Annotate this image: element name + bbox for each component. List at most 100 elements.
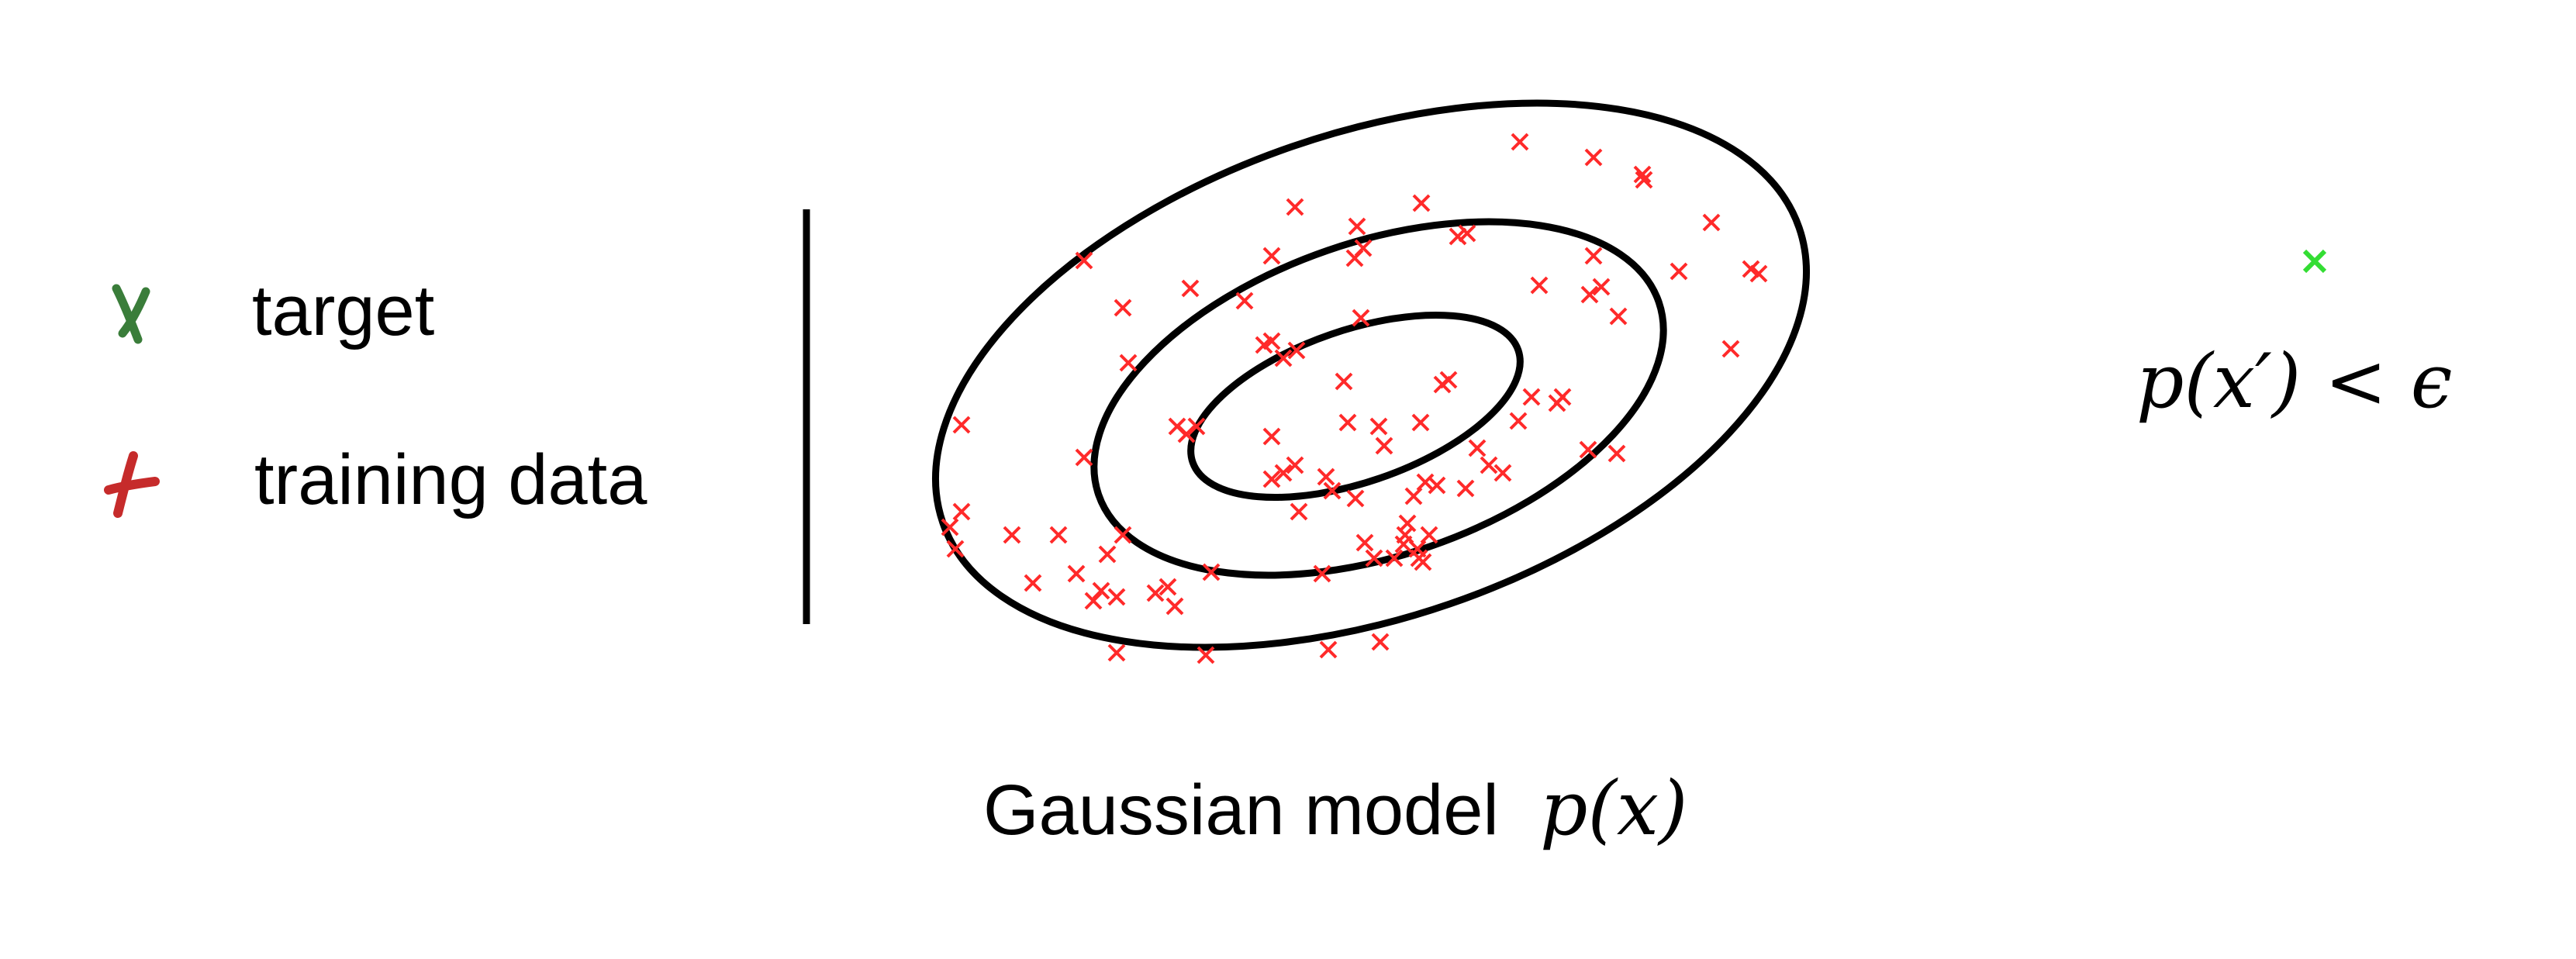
training-data-point: [1235, 291, 1254, 310]
training-data-point: [1075, 251, 1093, 270]
target-point: [2302, 249, 2327, 274]
caption: Gaussian model p(x): [983, 765, 1688, 852]
training-data-point: [1286, 198, 1304, 216]
training-data-point: [1338, 413, 1357, 432]
training-data-point: [1580, 285, 1599, 304]
training-data-point: [1456, 479, 1475, 498]
training-data-point: [1313, 564, 1331, 583]
training-data-point: [1493, 464, 1512, 482]
training-data-point: [1290, 502, 1308, 521]
training-data-point: [1114, 526, 1132, 544]
training-data-point: [1635, 171, 1653, 189]
training-data-point: [1346, 489, 1365, 508]
training-data-point: [1548, 394, 1566, 412]
training-data-point: [1355, 533, 1374, 552]
legend: target training data: [104, 271, 647, 519]
training-data-point: [1433, 375, 1452, 394]
caption-text: Gaussian model: [983, 771, 1499, 850]
training-data-point: [1385, 549, 1404, 567]
green-hand-x-icon: [112, 284, 150, 344]
training-data-point: [1371, 633, 1390, 651]
training-data-point: [1262, 427, 1281, 446]
training-data-point: [1119, 354, 1138, 372]
training-data-point: [1274, 464, 1293, 482]
training-data-point: [1323, 481, 1342, 500]
training-data-point: [946, 540, 965, 558]
training-data-point: [1049, 526, 1068, 544]
training-data-point: [1202, 563, 1221, 581]
training-data-point: [1480, 456, 1498, 474]
caption-math: p(x): [1540, 765, 1688, 852]
training-data-point: [1412, 194, 1431, 212]
training-data-point: [1187, 417, 1206, 436]
training-data-point: [1319, 640, 1338, 659]
training-data-point: [1177, 425, 1196, 443]
training-data-point: [1092, 581, 1110, 600]
training-data-point: [1024, 574, 1042, 592]
training-data-point: [1428, 476, 1446, 495]
training-data-point: [1394, 535, 1413, 554]
training-data-point: [1522, 388, 1541, 406]
target-condition: p(x′) < ϵ: [2136, 338, 2453, 425]
training-data-point: [941, 518, 959, 536]
training-data-point: [1181, 279, 1200, 298]
training-data-point: [1084, 592, 1103, 610]
training-data-point: [1262, 470, 1281, 488]
training-data-point: [1530, 276, 1549, 295]
training-data-point: [1067, 564, 1086, 583]
red-hand-x-icon: [104, 451, 160, 518]
training-data-point: [1420, 526, 1438, 544]
target-marker: [2302, 249, 2327, 274]
training-data-point: [1146, 584, 1165, 602]
training-data-point: [1375, 436, 1393, 455]
training-data-point: [1114, 298, 1132, 317]
training-data-point: [1458, 224, 1476, 243]
training-data-point: [1107, 643, 1126, 662]
training-data-point: [1702, 213, 1721, 232]
contour-middle: [1090, 218, 1667, 579]
training-data-point: [1287, 341, 1306, 360]
training-data-point: [1592, 278, 1611, 296]
training-data-point: [1404, 487, 1423, 505]
training-data-point: [1468, 439, 1487, 457]
training-data-point: [1749, 264, 1768, 283]
training-data-point: [1274, 349, 1293, 367]
training-data-point: [1003, 526, 1021, 544]
training-data-point: [1365, 549, 1383, 567]
training-data-point: [1196, 646, 1215, 664]
training-data-point: [1511, 133, 1529, 151]
training-data-point: [1165, 597, 1184, 616]
training-data-point: [1098, 545, 1117, 564]
training-data-point: [1579, 440, 1597, 459]
training-data-point: [1398, 514, 1417, 533]
training-data-point: [1607, 444, 1626, 463]
legend-item-target: target: [112, 271, 434, 350]
training-data-point: [1509, 412, 1528, 430]
legend-label-training-data: training data: [254, 440, 647, 519]
training-data-point: [1107, 588, 1126, 606]
training-data-point: [1335, 372, 1353, 391]
training-data-point: [1670, 262, 1688, 281]
legend-item-training-data: training data: [104, 440, 647, 519]
training-data-point: [1633, 165, 1652, 184]
training-data-point: [1584, 148, 1603, 167]
training-data-point: [952, 416, 971, 434]
legend-label-target: target: [252, 271, 434, 350]
training-data-point: [1410, 549, 1428, 567]
contour-inner: [1187, 311, 1524, 502]
training-data-point: [952, 502, 971, 521]
training-data-point: [1584, 247, 1603, 265]
training-data-point: [1262, 247, 1281, 265]
training-data-point: [1255, 336, 1273, 354]
training-data-point: [1721, 340, 1740, 358]
gaussian-contours: [932, 99, 1810, 651]
training-data-point: [1345, 249, 1364, 267]
training-data-point: [1075, 448, 1093, 467]
training-data-point: [1416, 473, 1435, 492]
training-data-point: [1352, 309, 1370, 327]
training-data-points: [941, 133, 1768, 664]
training-data-point: [1609, 307, 1628, 326]
training-data-point: [1369, 417, 1388, 436]
training-data-point: [1411, 413, 1430, 432]
